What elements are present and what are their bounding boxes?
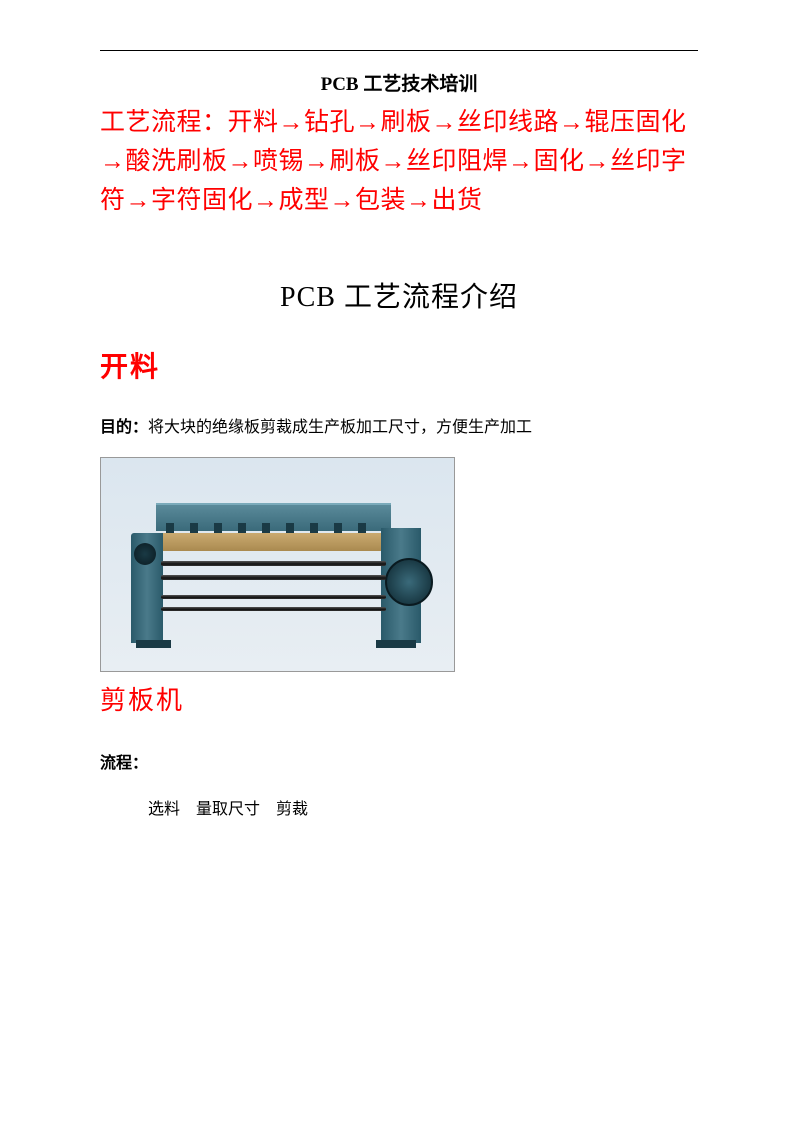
- purpose-text: 将大块的绝缘板剪裁成生产板加工尺寸，方便生产加工: [148, 419, 532, 436]
- machine-bed: [159, 533, 384, 551]
- section-heading-kailiao: 开料: [100, 345, 698, 385]
- purpose-label: 目的：: [100, 419, 148, 436]
- machine-notches: [166, 523, 381, 533]
- top-horizontal-rule: [100, 50, 698, 51]
- machine-base-left: [136, 640, 171, 648]
- machine-base-right: [376, 640, 416, 648]
- document-title: PCB 工艺技术培训: [100, 69, 698, 96]
- process-flow-text: 工艺流程：开料→钻孔→刷板→丝印线路→辊压固化→酸洗刷板→喷锡→刷板→丝印阻焊→…: [100, 104, 698, 220]
- machine-guide-bars: [161, 561, 386, 621]
- shearing-machine-image: [100, 457, 455, 672]
- machine-caption: 剪板机: [100, 680, 698, 717]
- flow-steps: 选料 量取尺寸 剪裁: [100, 795, 698, 819]
- intro-title: PCB 工艺流程介绍: [100, 275, 698, 315]
- flow-label: 流程：: [100, 749, 698, 773]
- purpose-line: 目的：将大块的绝缘板剪裁成生产板加工尺寸，方便生产加工: [100, 413, 698, 437]
- machine-flywheel: [385, 558, 433, 606]
- machine-left-frame: [131, 533, 163, 643]
